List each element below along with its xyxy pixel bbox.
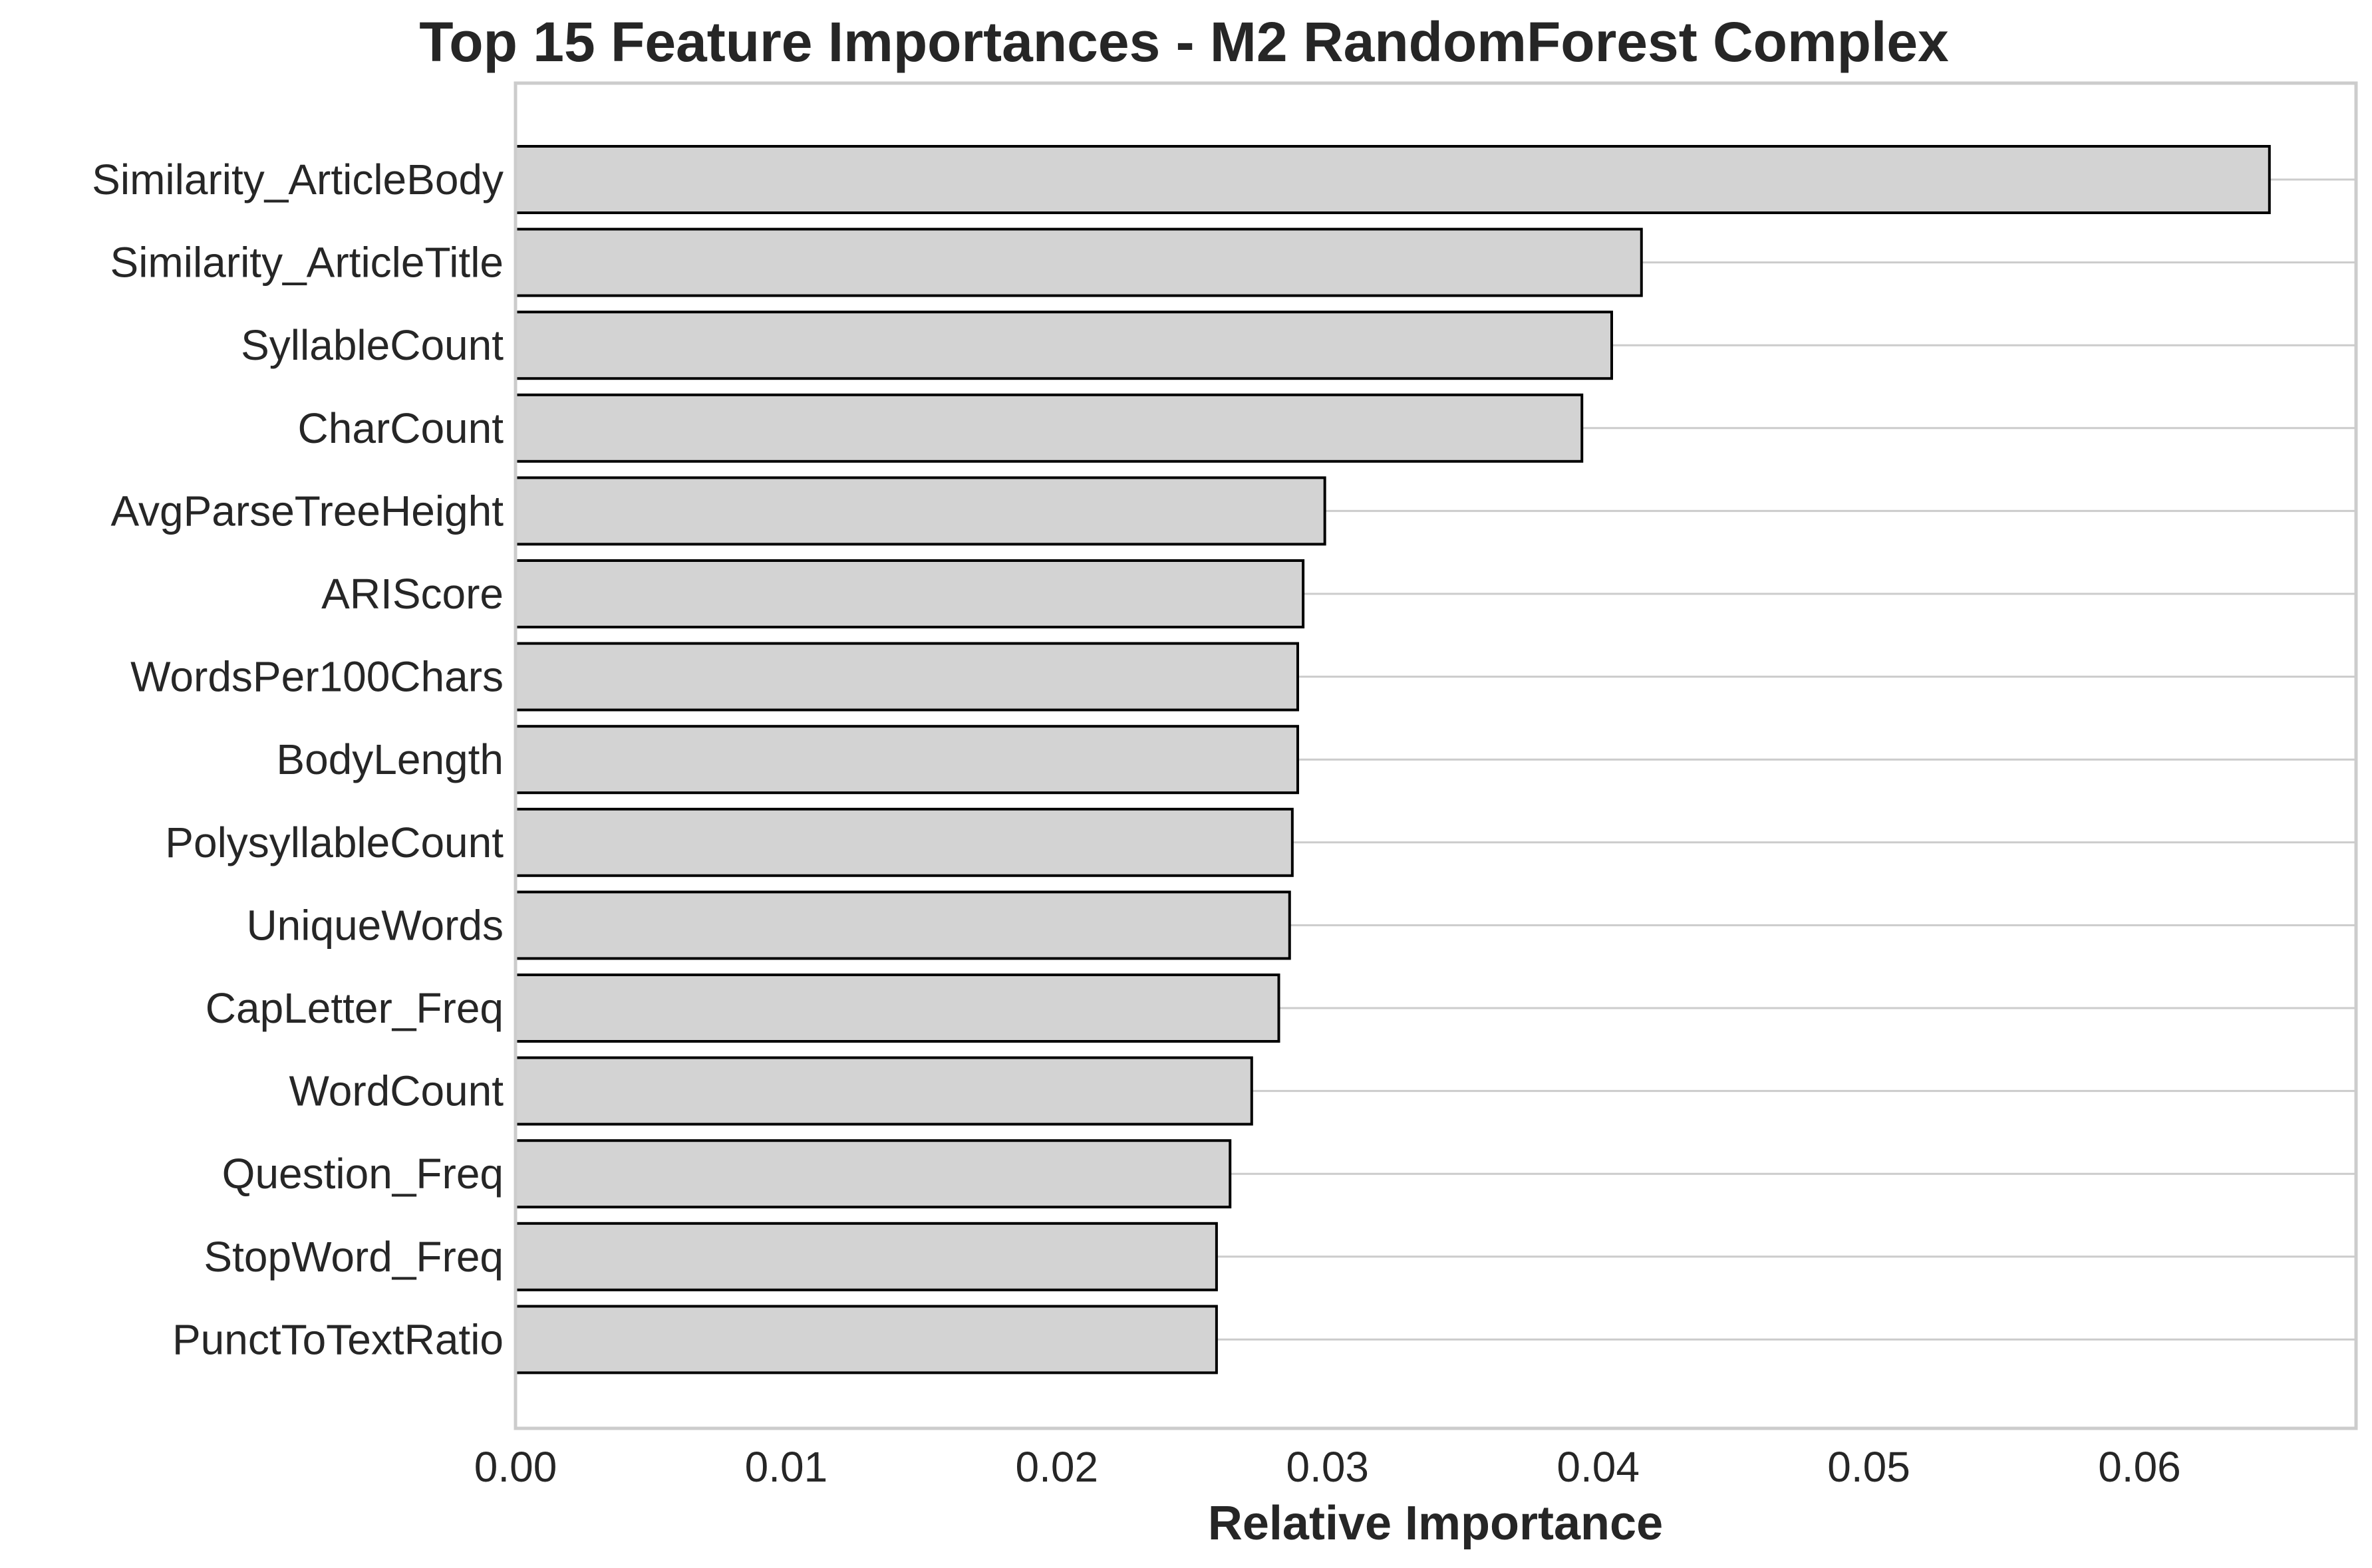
x-tick-label: 0.06 — [2098, 1443, 2181, 1491]
x-tick-label: 0.02 — [1016, 1443, 1099, 1491]
bar-avgparsetreeheight — [514, 476, 1326, 546]
y-tick-label: SyllableCount — [241, 321, 504, 369]
bar-uniquewords — [514, 890, 1291, 960]
bar-question-freq — [514, 1139, 1232, 1209]
bar-puncttotextratio — [514, 1305, 1218, 1374]
bar-similarity-articletitle — [514, 227, 1643, 297]
y-tick-label: AvgParseTreeHeight — [110, 487, 504, 535]
y-tick-label: PolysyllableCount — [165, 819, 504, 866]
x-tick-label: 0.05 — [1827, 1443, 1910, 1491]
y-tick-label: BodyLength — [276, 735, 504, 783]
y-tick-label: CharCount — [298, 404, 504, 452]
y-tick-label: PunctToTextRatio — [172, 1315, 504, 1363]
x-tick-label: 0.03 — [1286, 1443, 1369, 1491]
x-tick-labels: 0.00 0.01 0.02 0.03 0.04 0.05 0.06 — [474, 1443, 2181, 1491]
x-tick-label: 0.01 — [745, 1443, 828, 1491]
bar-similarity-articlebody — [514, 145, 2271, 214]
bar-syllablecount — [514, 311, 1613, 380]
bar-ariscore — [514, 559, 1305, 628]
chart-title: Top 15 Feature Importances - M2 RandomFo… — [419, 11, 1949, 73]
bar-bodylength — [514, 725, 1299, 795]
plot-frame — [514, 81, 2358, 1430]
x-tick-label: 0.04 — [1557, 1443, 1640, 1491]
y-tick-label: Similarity_ArticleTitle — [110, 239, 504, 287]
bars — [514, 145, 2271, 1374]
bar-polysyllablecount — [514, 807, 1294, 877]
y-tick-labels: Similarity_ArticleBody Similarity_Article… — [92, 156, 504, 1363]
y-tick-label: ARIScore — [321, 570, 504, 618]
y-tick-label: UniqueWords — [246, 901, 504, 949]
bar-stopword-freq — [514, 1222, 1218, 1291]
y-tick-label: CapLetter_Freq — [206, 984, 504, 1032]
bar-capletter-freq — [514, 974, 1280, 1043]
bar-wordcount — [514, 1056, 1253, 1126]
x-axis-label: Relative Importance — [1208, 1497, 1663, 1550]
y-tick-label: WordsPer100Chars — [130, 653, 504, 701]
x-tick-label: 0.00 — [474, 1443, 557, 1491]
y-tick-label: Similarity_ArticleBody — [92, 156, 504, 203]
bar-charcount — [514, 393, 1584, 463]
bar-wordsper100chars — [514, 642, 1299, 712]
y-tick-label: StopWord_Freq — [204, 1233, 504, 1281]
y-tick-label: Question_Freq — [222, 1150, 504, 1198]
y-tick-label: WordCount — [289, 1067, 504, 1115]
